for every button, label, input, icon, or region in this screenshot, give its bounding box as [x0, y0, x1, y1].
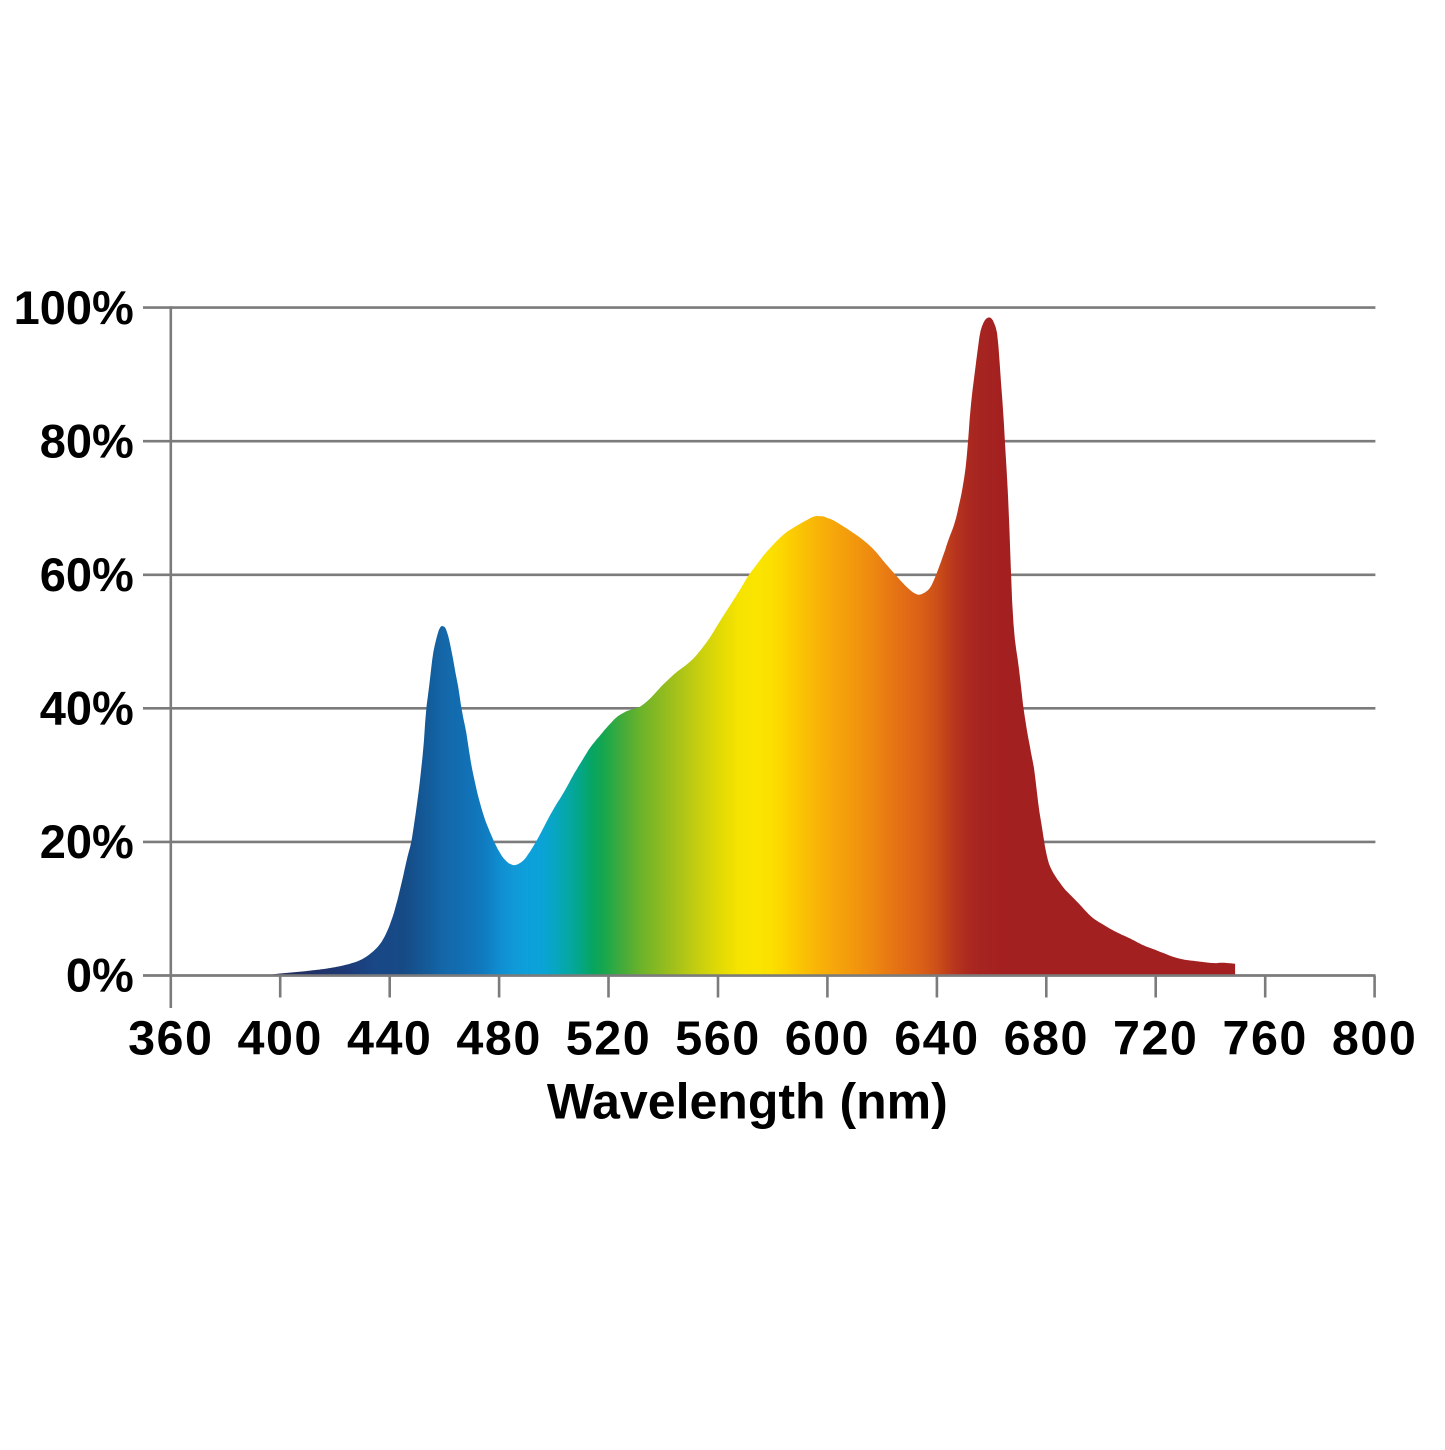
svg-text:0%: 0% — [66, 949, 134, 1002]
svg-text:440: 440 — [347, 1012, 432, 1066]
svg-text:720: 720 — [1113, 1012, 1198, 1066]
svg-text:20%: 20% — [40, 815, 134, 868]
svg-text:560: 560 — [675, 1012, 760, 1066]
svg-text:520: 520 — [566, 1012, 651, 1066]
svg-text:400: 400 — [237, 1012, 322, 1066]
svg-text:60%: 60% — [40, 548, 134, 601]
svg-text:760: 760 — [1222, 1012, 1307, 1066]
svg-text:680: 680 — [1004, 1012, 1089, 1066]
svg-text:360: 360 — [128, 1012, 213, 1066]
svg-text:40%: 40% — [40, 682, 134, 735]
svg-text:Wavelength (nm): Wavelength (nm) — [547, 1074, 948, 1130]
svg-text:100%: 100% — [14, 281, 134, 334]
svg-text:80%: 80% — [40, 414, 134, 467]
svg-text:600: 600 — [785, 1012, 870, 1066]
svg-text:800: 800 — [1332, 1012, 1417, 1066]
svg-text:480: 480 — [456, 1012, 541, 1066]
svg-text:640: 640 — [894, 1012, 979, 1066]
